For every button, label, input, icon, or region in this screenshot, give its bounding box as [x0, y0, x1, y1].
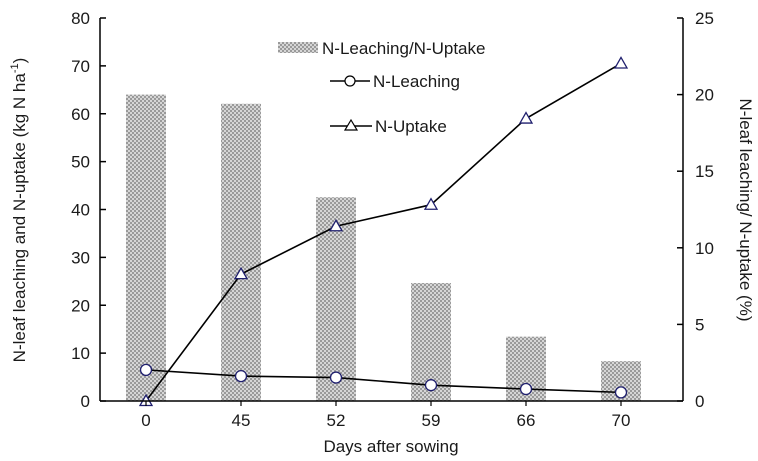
y-axis-right-title: N-leaf leaching/ N-uptake (%)	[736, 99, 755, 322]
point-circle-70	[614, 386, 628, 399]
y-left-tick-label-80: 80	[71, 9, 90, 28]
bar-series	[126, 94, 641, 402]
y-axis-left-title: N-leaf leaching and N-uptake (kg N ha-1)	[9, 58, 29, 363]
ticks: 0 10 20 30 40 50 60 70 80 0 5 10 15 20 25 0 45 52 59 66 70	[71, 9, 714, 430]
y-right-tick-label-25: 25	[695, 9, 714, 28]
legend: N-Leaching/N-Uptake N-Leaching N-Uptake	[278, 39, 485, 136]
y-left-tick-label-0: 0	[81, 392, 90, 411]
y-left-tick-label-30: 30	[71, 248, 90, 267]
x-tick-label-52: 52	[327, 411, 346, 430]
legend-item-uptake: N-Uptake	[330, 117, 447, 136]
y-left-tick-label-60: 60	[71, 105, 90, 124]
y-left-tick-label-20: 20	[71, 296, 90, 315]
legend-label-leaching: N-Leaching	[373, 72, 460, 91]
bar-0	[126, 94, 166, 401]
legend-label-uptake: N-Uptake	[375, 117, 447, 136]
y-right-tick-label-10: 10	[695, 239, 714, 258]
point-triangle-59	[423, 197, 439, 210]
x-tick-label-70: 70	[612, 411, 631, 430]
point-circle-52	[329, 371, 343, 384]
legend-marker-triangle-icon	[343, 118, 359, 131]
y-left-tick-label-40: 40	[71, 201, 90, 220]
y-right-tick-label-5: 5	[695, 315, 704, 334]
legend-label-bar: N-Leaching/N-Uptake	[322, 39, 485, 58]
point-circle-66	[519, 382, 533, 396]
line-series	[138, 56, 629, 407]
x-tick-label-0: 0	[141, 411, 150, 430]
y-right-tick-label-20: 20	[695, 86, 714, 105]
legend-item-leaching: N-Leaching	[330, 72, 460, 91]
line-n-uptake	[145, 62, 622, 402]
legend-marker-circle-icon	[344, 75, 356, 87]
x-tick-label-66: 66	[517, 411, 536, 430]
point-circle-45	[234, 369, 248, 383]
point-triangle-52	[328, 218, 344, 232]
legend-swatch-bar	[278, 42, 318, 53]
y-right-tick-label-0: 0	[695, 392, 704, 411]
line-n-leaching	[145, 369, 622, 394]
x-tick-label-45: 45	[232, 411, 251, 430]
point-triangle-70	[613, 56, 629, 69]
point-circle-0	[139, 363, 153, 377]
y-left-tick-label-70: 70	[71, 57, 90, 76]
y-right-tick-label-15: 15	[695, 162, 714, 181]
legend-item-bar: N-Leaching/N-Uptake	[278, 39, 485, 58]
point-circle-59	[424, 379, 438, 392]
y-left-tick-label-50: 50	[71, 153, 90, 172]
point-triangle-45	[233, 266, 249, 280]
y-left-tick-label-10: 10	[71, 344, 90, 363]
point-triangle-66	[518, 111, 534, 124]
bar-45	[221, 103, 261, 402]
x-tick-label-59: 59	[422, 411, 441, 430]
x-axis-title: Days after sowing	[323, 437, 458, 456]
